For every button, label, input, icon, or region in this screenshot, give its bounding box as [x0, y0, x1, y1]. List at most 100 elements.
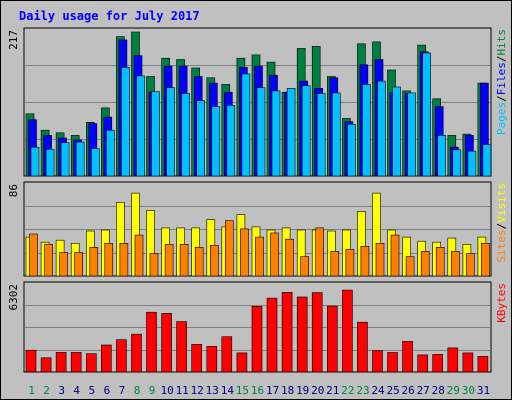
bar-kbytes-day-15 — [236, 352, 248, 373]
bar-kbytes-day-5 — [86, 353, 97, 373]
bar-pages-day-8 — [136, 75, 145, 177]
bar-sites-day-24 — [375, 243, 385, 277]
bar-sites-day-10 — [164, 244, 174, 277]
bar-kbytes-day-26 — [402, 340, 413, 373]
x-tick-label-day-31: 31 — [477, 384, 490, 397]
bar-kbytes-day-14 — [221, 336, 233, 373]
x-tick-label-day-18: 18 — [281, 384, 294, 397]
bar-sites-day-30 — [466, 253, 475, 277]
x-tick-label-day-23: 23 — [356, 384, 369, 397]
legend-separator: / — [495, 223, 508, 230]
bar-kbytes-day-18 — [281, 291, 293, 373]
bar-sites-day-2 — [44, 244, 53, 277]
bar-sites-day-7 — [119, 243, 129, 277]
panel-3-ymax-label: 6302 — [7, 284, 20, 311]
bar-sites-day-21 — [330, 251, 340, 277]
bar-sites-day-12 — [194, 247, 204, 277]
bar-pages-day-23 — [362, 84, 371, 177]
x-tick-label-day-19: 19 — [296, 384, 309, 397]
panel-2-legend: Sites/Visits — [495, 183, 508, 263]
bar-kbytes-day-27 — [417, 354, 429, 373]
bar-sites-day-11 — [179, 244, 189, 277]
bar-pages-day-18 — [286, 88, 296, 177]
bar-sites-day-19 — [300, 256, 310, 277]
bar-pages-day-30 — [467, 150, 477, 177]
bar-pages-day-16 — [256, 87, 266, 177]
bar-kbytes-day-2 — [40, 357, 52, 373]
bar-kbytes-day-29 — [447, 347, 459, 373]
bar-kbytes-day-6 — [101, 344, 112, 373]
bar-kbytes-day-13 — [206, 346, 218, 373]
bar-kbytes-day-8 — [131, 333, 142, 373]
bar-pages-day-7 — [121, 67, 130, 177]
x-tick-label-day-9: 9 — [149, 384, 156, 397]
x-tick-label-day-25: 25 — [386, 384, 399, 397]
bar-pages-day-17 — [271, 90, 281, 177]
legend-kbytes: KBytes — [495, 283, 508, 323]
x-tick-label-day-27: 27 — [417, 384, 430, 397]
x-tick-label-day-5: 5 — [88, 384, 95, 397]
x-tick-label-day-3: 3 — [58, 384, 65, 397]
x-tick-label-day-4: 4 — [73, 384, 80, 397]
bar-pages-day-12 — [196, 100, 205, 177]
bar-kbytes-day-21 — [326, 305, 338, 373]
bar-kbytes-day-19 — [296, 296, 308, 373]
legend-files: Files — [495, 62, 508, 95]
bar-kbytes-day-22 — [342, 289, 353, 373]
x-axis-labels: 1 2 3 4 5 6 7 8 9 10 11 12 13 14 15 16 17 18 19 20 21 22 23 24 2… — [28, 384, 490, 397]
panel-2: 86 Sites/Visits — [7, 181, 508, 277]
x-tick-label-day-2: 2 — [43, 384, 50, 397]
bar-kbytes-day-1 — [25, 349, 37, 373]
bar-pages-day-5 — [91, 148, 100, 177]
bar-pages-day-28 — [437, 135, 447, 177]
bar-kbytes-day-24 — [372, 350, 383, 373]
bar-sites-day-22 — [345, 249, 355, 277]
bar-sites-day-3 — [59, 252, 68, 277]
x-tick-label-day-17: 17 — [266, 384, 279, 397]
bar-sites-day-15 — [240, 228, 249, 277]
bar-pages-day-27 — [422, 52, 432, 177]
bar-kbytes-day-3 — [55, 351, 67, 373]
bar-kbytes-day-7 — [116, 339, 127, 373]
bar-kbytes-day-17 — [266, 297, 278, 373]
bar-kbytes-day-25 — [387, 352, 398, 373]
bar-sites-day-9 — [149, 253, 159, 277]
panel-3-legend: KBytes — [495, 283, 508, 323]
bar-sites-day-4 — [74, 252, 83, 277]
bar-sites-day-1 — [29, 233, 38, 277]
bar-pages-day-13 — [211, 106, 221, 177]
bar-pages-day-22 — [347, 124, 356, 177]
bar-pages-day-11 — [181, 93, 190, 177]
bar-sites-day-26 — [405, 256, 415, 277]
bar-sites-day-25 — [390, 234, 400, 277]
panel-2-ymax-label: 86 — [7, 184, 20, 197]
bar-pages-day-15 — [241, 73, 251, 177]
bar-kbytes-day-9 — [146, 311, 157, 373]
bar-sites-day-13 — [210, 245, 219, 277]
bar-pages-day-10 — [166, 87, 175, 177]
bar-sites-day-29 — [450, 251, 460, 277]
bar-kbytes-day-30 — [462, 352, 474, 373]
x-tick-label-day-30: 30 — [462, 384, 475, 397]
legend-visits: Visits — [495, 183, 508, 223]
bar-kbytes-day-31 — [477, 356, 489, 373]
bar-kbytes-day-28 — [432, 354, 444, 373]
legend-separator: / — [495, 56, 508, 63]
bar-sites-day-16 — [255, 236, 264, 277]
legend-pages: Pages — [495, 102, 508, 135]
bar-pages-day-24 — [377, 80, 386, 177]
bar-pages-day-31 — [482, 144, 492, 177]
x-tick-label-day-21: 21 — [326, 384, 339, 397]
x-tick-label-day-26: 26 — [401, 384, 414, 397]
bar-pages-day-29 — [452, 149, 462, 177]
bar-pages-day-20 — [316, 93, 326, 177]
bar-pages-day-25 — [392, 86, 401, 177]
x-tick-label-day-22: 22 — [341, 384, 354, 397]
legend-hits: Hits — [495, 29, 508, 56]
bar-pages-day-6 — [106, 129, 115, 177]
bar-sites-day-27 — [420, 251, 430, 277]
bar-pages-day-9 — [151, 91, 160, 177]
